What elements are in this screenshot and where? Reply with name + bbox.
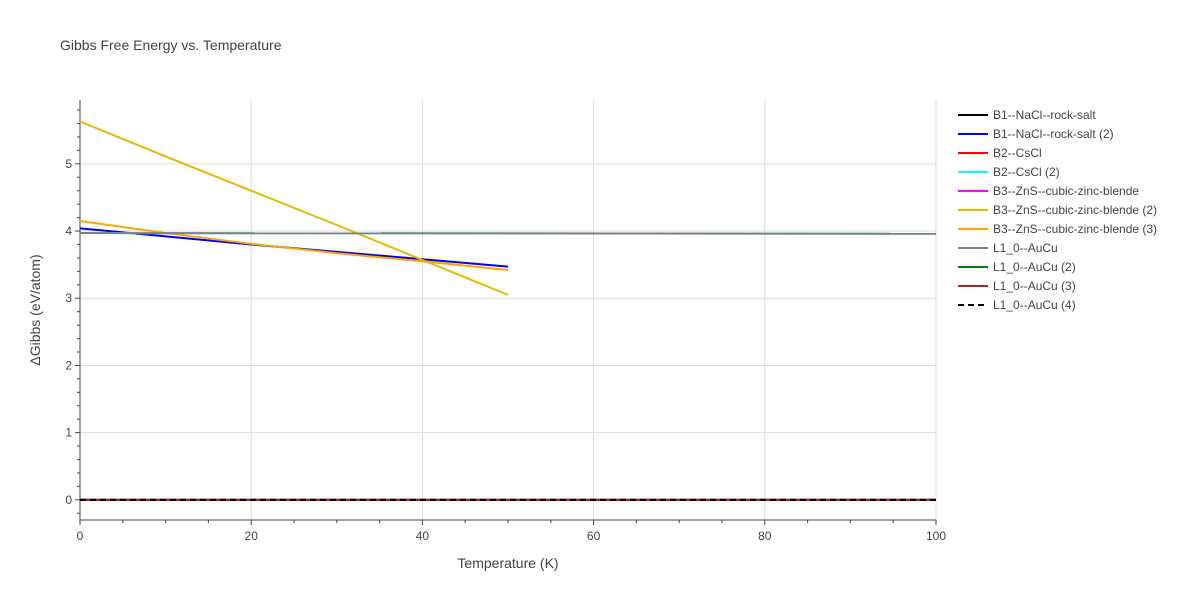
- legend-item[interactable]: L1_0--AuCu (3): [958, 279, 1076, 293]
- legend-label: L1_0--AuCu (2): [993, 260, 1076, 274]
- grid: [80, 100, 937, 520]
- legend-item[interactable]: L1_0--AuCu: [958, 241, 1058, 255]
- legend-item[interactable]: B3--ZnS--cubic-zinc-blende (2): [958, 203, 1157, 217]
- legend-item[interactable]: B3--ZnS--cubic-zinc-blende (3): [958, 222, 1157, 236]
- legend-label: B2--CsCl (2): [993, 165, 1060, 179]
- x-tick-label: 100: [926, 529, 946, 543]
- legend-item[interactable]: B1--NaCl--rock-salt: [958, 108, 1096, 122]
- legend-item[interactable]: L1_0--AuCu (4): [958, 298, 1076, 312]
- x-tick-label: 80: [758, 529, 772, 543]
- legend-label: L1_0--AuCu: [993, 241, 1058, 255]
- legend-label: B1--NaCl--rock-salt: [993, 108, 1096, 122]
- legend-label: B3--ZnS--cubic-zinc-blende (2): [993, 203, 1157, 217]
- legend-label: B1--NaCl--rock-salt (2): [993, 127, 1114, 141]
- y-tick-label: 2: [65, 358, 72, 372]
- y-tick-label: 0: [65, 493, 72, 507]
- y-axis-title: ΔGibbs (eV/atom): [27, 254, 43, 365]
- legend-label: L1_0--AuCu (4): [993, 298, 1076, 312]
- x-tick-label: 0: [77, 529, 84, 543]
- y-tick-label: 1: [65, 426, 72, 440]
- legend: B1--NaCl--rock-salt B1--NaCl--rock-salt (…: [958, 108, 1157, 312]
- series-line-5: [79, 120, 509, 296]
- x-tick-label: 20: [245, 529, 259, 543]
- legend-label: B2--CsCl: [993, 146, 1042, 160]
- chart-title: Gibbs Free Energy vs. Temperature: [60, 37, 282, 53]
- x-tick-label: 60: [587, 529, 601, 543]
- series-line-7: [79, 232, 937, 235]
- series-line-6: [79, 219, 509, 272]
- legend-item[interactable]: B1--NaCl--rock-salt (2): [958, 127, 1114, 141]
- legend-label: B3--ZnS--cubic-zinc-blende: [993, 184, 1139, 198]
- series-lines: [79, 120, 937, 501]
- y-tick-label: 3: [65, 291, 72, 305]
- x-tick-label: 40: [416, 529, 430, 543]
- axes: 0 20 40 60 80 100 0 1 2 3 4 5: [65, 100, 946, 543]
- x-axis-title: Temperature (K): [457, 555, 558, 571]
- y-tick-label: 4: [65, 224, 72, 238]
- legend-item[interactable]: B3--ZnS--cubic-zinc-blende: [958, 184, 1139, 198]
- legend-item[interactable]: B2--CsCl: [958, 146, 1042, 160]
- legend-item[interactable]: B2--CsCl (2): [958, 165, 1060, 179]
- legend-label: L1_0--AuCu (3): [993, 279, 1076, 293]
- y-tick-label: 5: [65, 157, 72, 171]
- legend-label: B3--ZnS--cubic-zinc-blende (3): [993, 222, 1157, 236]
- legend-item[interactable]: L1_0--AuCu (2): [958, 260, 1076, 274]
